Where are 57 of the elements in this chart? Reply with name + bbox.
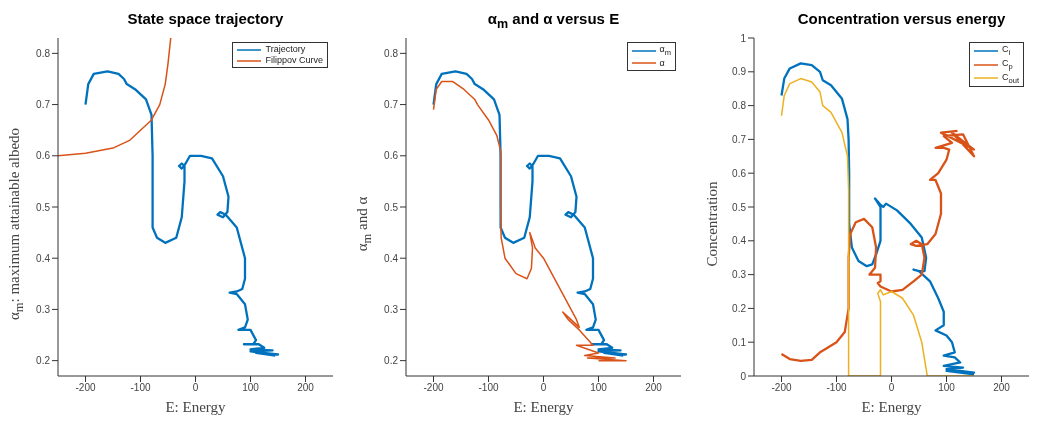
- x-tick-label: 0: [888, 382, 895, 394]
- y-tick-label: 0.3: [384, 303, 399, 315]
- y-tick-label: 0.8: [36, 47, 51, 59]
- y-tick-label: 0.6: [36, 150, 51, 162]
- y-tick-label: 1: [740, 32, 747, 44]
- legend-label: Filippov Curve: [265, 55, 323, 65]
- y-tick-label: 0.4: [384, 252, 399, 264]
- y-tick-label: 0.8: [732, 100, 747, 112]
- x-tick-label: -100: [478, 382, 499, 394]
- legend-label: α: [659, 57, 665, 68]
- chart-title: State space trajectory: [127, 10, 284, 27]
- x-tick-label: 100: [590, 382, 608, 394]
- x-tick-label: 200: [993, 382, 1011, 394]
- x-tick-label: 100: [242, 382, 260, 394]
- y-tick-label: 0.7: [384, 99, 399, 111]
- y-tick-label: 0: [740, 370, 747, 382]
- y-tick-label: 0.9: [732, 66, 747, 78]
- legend-label: C$_{out}$: [1002, 71, 1019, 85]
- x-tick-label: -100: [130, 382, 151, 394]
- x-tick-label: 0: [540, 382, 547, 394]
- line-series: [780, 129, 976, 362]
- y-tick-label: 0.4: [36, 252, 51, 264]
- x-axis-title: E: Energy: [165, 399, 226, 415]
- y-tick-label: 0.3: [36, 303, 51, 315]
- y-tick-label: 0.5: [36, 201, 51, 213]
- y-tick-label: 0.1: [732, 336, 747, 348]
- y-tick-label: 0.5: [732, 201, 747, 213]
- chart-title: Concentration versus energy: [797, 10, 1006, 27]
- legend-label: α$_{m}$: [659, 44, 671, 57]
- legend-label: C$_{p}$: [1002, 57, 1013, 71]
- y-axis-title: Concentration: [703, 181, 720, 267]
- chart-title: α$_{m}$ and α versus E: [487, 10, 620, 31]
- x-tick-label: -200: [423, 382, 444, 394]
- x-tick-label: 200: [645, 382, 663, 394]
- y-tick-label: 0.2: [36, 355, 51, 367]
- legend-label: Trajectory: [265, 44, 306, 54]
- x-tick-label: -200: [75, 382, 96, 394]
- y-tick-label: 0.6: [732, 167, 747, 179]
- y-tick-label: 0.2: [732, 302, 747, 314]
- y-tick-label: 0.8: [384, 47, 399, 59]
- x-tick-label: -200: [771, 382, 792, 394]
- y-tick-label: 0.4: [732, 235, 747, 247]
- legend-label: C$_{i}$: [1002, 44, 1011, 57]
- line-series: [84, 70, 280, 357]
- y-tick-label: 0.6: [384, 150, 399, 162]
- y-tick-label: 0.7: [36, 99, 51, 111]
- x-axis-title: E: Energy: [513, 399, 574, 415]
- x-axis-title: E: Energy: [861, 399, 922, 415]
- x-tick-label: -100: [826, 382, 847, 394]
- y-tick-label: 0.2: [384, 355, 399, 367]
- x-tick-label: 200: [297, 382, 315, 394]
- y-tick-label: 0.7: [732, 133, 747, 145]
- y-tick-label: 0.3: [732, 269, 747, 281]
- x-tick-label: 0: [192, 382, 199, 394]
- x-tick-label: 100: [938, 382, 956, 394]
- y-tick-label: 0.5: [384, 201, 399, 213]
- line-series: [58, 38, 172, 157]
